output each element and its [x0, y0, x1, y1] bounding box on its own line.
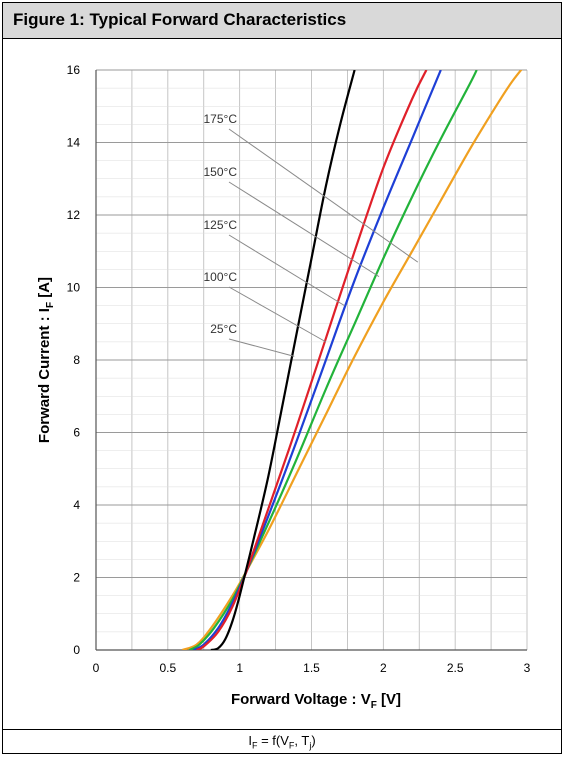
y-axis-label-main: Forward Current : I: [36, 308, 53, 443]
y-tick-label: 6: [73, 426, 80, 440]
series-line: [181, 70, 523, 650]
caption-mid: = f(V: [257, 733, 289, 748]
y-tick-label: 4: [73, 498, 80, 512]
caption-tail-sub: j: [309, 740, 312, 751]
x-tick-label: 1: [236, 661, 243, 675]
title-bar: Figure 1: Typical Forward Characteristic…: [3, 3, 561, 39]
y-tick-label: 10: [67, 281, 81, 295]
x-tick-label: 0: [93, 661, 100, 675]
series-label-leader: [228, 128, 419, 263]
grid: [95, 69, 528, 651]
x-axis-label-unit: [V]: [377, 691, 401, 708]
caption-sep: , T: [294, 733, 310, 748]
x-tick-label: 2: [380, 661, 387, 675]
y-tick-label: 14: [67, 136, 81, 150]
y-tick-label: 16: [67, 63, 81, 77]
series-line: [193, 70, 442, 650]
x-tick-label: 2.5: [447, 661, 464, 675]
caption-lhs-sub: F: [251, 740, 258, 751]
series-label: 125°C: [204, 218, 238, 232]
axis-ticks: 0 0.5 1 1.5 2 2.5 3 0 2 4 6 8 10 12 14 16: [67, 63, 531, 675]
series-line: [196, 70, 428, 650]
series-label-leader: [228, 338, 295, 357]
series-labels: 175°C 150°C 125°C 100°C 25°C: [204, 112, 238, 336]
series-line: [210, 70, 356, 650]
series-label: 150°C: [204, 165, 238, 179]
x-tick-label: 0.5: [159, 661, 176, 675]
y-tick-label: 12: [67, 208, 81, 222]
y-tick-label: 8: [73, 353, 80, 367]
figure-caption: IF = f(VF, Tj): [3, 729, 561, 753]
y-tick-label: 0: [73, 643, 80, 657]
y-axis-label: Forward Current : IF [A]: [36, 277, 56, 443]
y-tick-label: 2: [73, 571, 80, 585]
x-tick-label: 1.5: [303, 661, 320, 675]
y-axis-label-unit: [A]: [36, 277, 53, 302]
series-label: 100°C: [204, 270, 238, 284]
x-tick-label: 3: [524, 661, 531, 675]
leader-lines: [228, 128, 419, 357]
series-line: [188, 70, 478, 650]
series-label-leader: [228, 181, 380, 278]
x-axis-label: Forward Voltage : VF [V]: [231, 691, 401, 711]
series-label: 25°C: [210, 322, 237, 336]
series-label-leader: [228, 286, 327, 343]
series-lines: [181, 70, 523, 650]
series-label-leader: [228, 234, 345, 307]
caption-lhs: I: [248, 733, 252, 748]
caption-end: ): [311, 733, 316, 748]
y-axis-label-sub: F: [45, 302, 56, 308]
series-label: 175°C: [204, 112, 238, 126]
x-axis-label-main: Forward Voltage : V: [231, 691, 371, 708]
caption-mid-sub: F: [288, 740, 295, 751]
figure-title: Figure 1: Typical Forward Characteristic…: [13, 10, 347, 29]
x-axis-label-sub: F: [371, 700, 377, 711]
